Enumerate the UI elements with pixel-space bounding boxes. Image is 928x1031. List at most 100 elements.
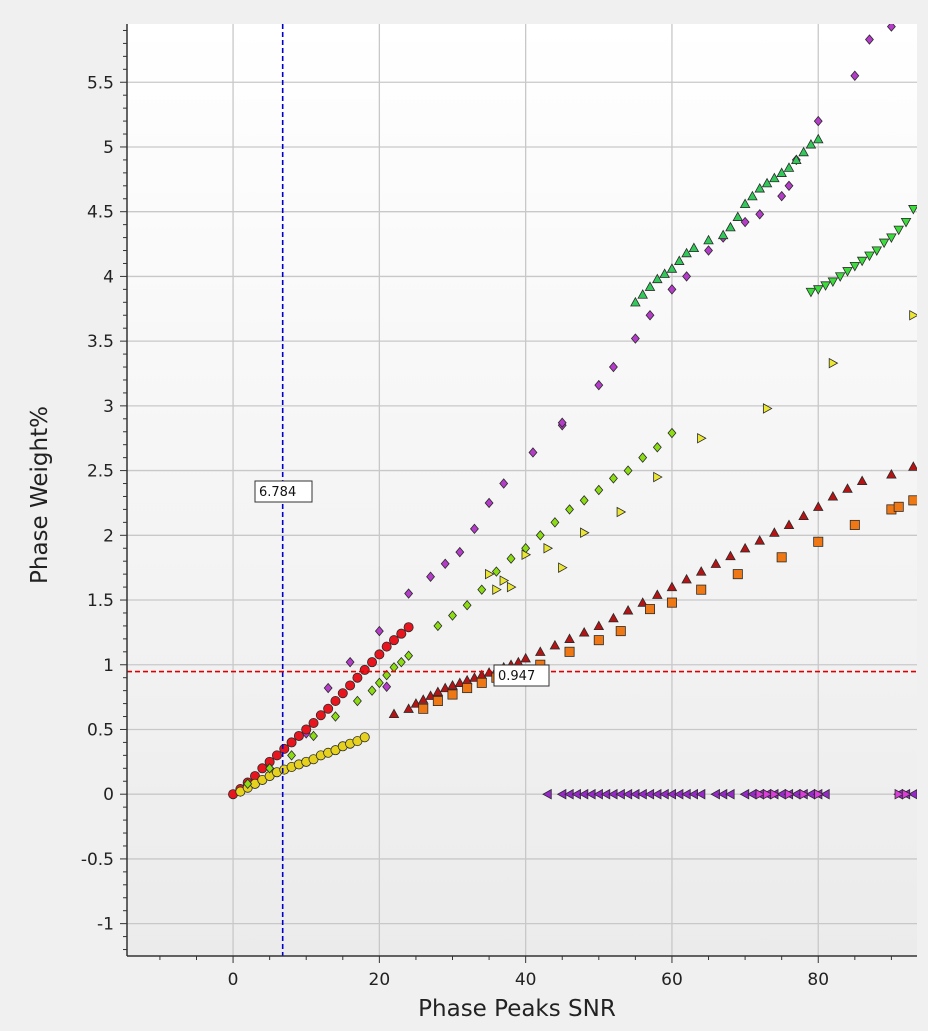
data-point — [374, 677, 384, 689]
data-point — [893, 225, 904, 236]
data-point — [396, 656, 406, 668]
data-point — [813, 115, 823, 127]
x-tick-label: 60 — [661, 970, 683, 990]
data-point — [871, 246, 883, 256]
data-point — [279, 743, 290, 754]
data-point — [469, 672, 480, 682]
data-point — [659, 268, 670, 278]
data-point — [770, 788, 780, 800]
data-point — [243, 778, 253, 790]
data-point — [762, 788, 773, 800]
cursors[interactable]: 6.784 0.947 — [127, 24, 917, 956]
data-point — [287, 750, 297, 761]
data-point — [637, 597, 648, 607]
data-point — [814, 788, 824, 800]
data-point — [812, 133, 824, 144]
data-point — [432, 695, 443, 706]
data-point — [476, 677, 487, 688]
data-point — [543, 542, 554, 554]
data-point — [725, 221, 736, 232]
data-point — [900, 217, 912, 228]
data-point — [594, 484, 604, 496]
y-tick-label: 2.5 — [87, 462, 114, 482]
data-point — [499, 478, 509, 489]
data-point — [265, 763, 275, 774]
data-point — [564, 633, 575, 643]
data-point — [455, 546, 465, 558]
data-point — [309, 730, 318, 742]
data-point — [666, 581, 678, 592]
data-point — [697, 432, 707, 444]
data-point — [696, 584, 707, 595]
data-point — [695, 788, 706, 800]
data-point — [506, 581, 517, 593]
data-point — [470, 523, 479, 535]
data-point — [717, 229, 729, 240]
data-point — [652, 273, 663, 284]
data-point — [331, 711, 340, 722]
data-point — [557, 417, 567, 428]
data-point — [710, 558, 722, 568]
data-point — [396, 628, 407, 639]
x-tick-label: 80 — [807, 970, 829, 990]
data-point — [609, 473, 618, 484]
data-point — [439, 682, 451, 693]
data-point — [637, 289, 648, 299]
data-point — [550, 517, 560, 528]
data-point — [783, 519, 795, 530]
data-point — [622, 604, 634, 615]
data-point — [638, 452, 648, 463]
data-point — [462, 599, 472, 611]
data-point — [886, 469, 897, 479]
y-tick-label: -1 — [97, 915, 114, 935]
data-point — [359, 732, 370, 743]
data-point — [673, 255, 685, 265]
data-point — [652, 442, 662, 453]
data-point — [784, 788, 795, 800]
data-point — [520, 652, 531, 663]
data-point — [506, 553, 516, 564]
x-tick-label: 40 — [515, 970, 537, 990]
data-point — [865, 34, 874, 45]
x-tick-label: 20 — [369, 970, 391, 990]
data-point — [667, 284, 677, 295]
data-point — [404, 588, 414, 599]
data-point — [565, 504, 574, 515]
data-point — [769, 527, 780, 537]
data-point — [739, 542, 751, 553]
data-point — [425, 690, 436, 700]
data-point — [404, 650, 414, 661]
data-point — [739, 198, 751, 209]
data-point — [805, 287, 817, 298]
data-point — [484, 497, 494, 509]
vertical-cursor-label: 6.784 — [259, 485, 296, 500]
horizontal-cursor-label-box — [493, 664, 550, 687]
data-point — [608, 612, 619, 623]
data-point — [359, 664, 370, 675]
data-point — [492, 584, 502, 595]
data-point — [499, 575, 510, 586]
data-point — [645, 604, 656, 615]
y-tick-label: 0.5 — [87, 720, 114, 740]
data-point — [777, 190, 787, 202]
data-point — [667, 427, 677, 439]
data-point — [301, 724, 312, 735]
data-point — [630, 296, 641, 307]
data-point — [315, 710, 326, 721]
data-point — [388, 635, 399, 646]
data-point — [616, 506, 627, 518]
data-point — [558, 562, 568, 573]
data-point — [776, 167, 787, 177]
y-tick-label: 3 — [103, 397, 114, 417]
data-point — [842, 483, 853, 493]
y-tick-label: 5 — [103, 138, 114, 158]
data-point — [820, 788, 830, 800]
data-point — [747, 190, 758, 201]
data-point — [695, 566, 707, 576]
data-point — [535, 646, 546, 656]
data-point — [426, 571, 435, 582]
data-point — [330, 695, 341, 706]
data-point — [878, 238, 890, 249]
horizontal-cursor-label: 0.947 — [498, 669, 535, 684]
